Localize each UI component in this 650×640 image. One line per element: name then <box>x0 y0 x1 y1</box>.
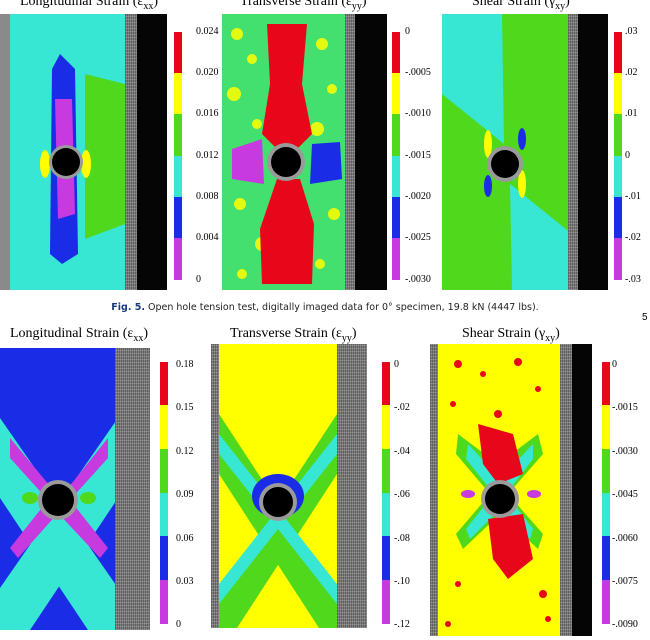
tick-label: 0 <box>612 359 617 370</box>
specimen-edge-bottom-3b <box>560 344 572 636</box>
tick-label: 0.09 <box>176 489 194 500</box>
tick-label: .02 <box>625 67 638 78</box>
black-background-top-2 <box>355 14 387 290</box>
panel-title-longitudinal-top: Longitudinal Strain (εxx) <box>20 0 158 12</box>
tick-label: 0.020 <box>196 67 219 78</box>
strain-field-longitudinal-bottom <box>0 348 118 630</box>
tick-label: .03 <box>625 26 638 37</box>
strain-field-shear-top <box>442 14 572 290</box>
tick-label: -.0025 <box>405 232 431 243</box>
tick-label: -.08 <box>394 533 410 544</box>
tick-label: -.0020 <box>405 191 431 202</box>
panel-title-longitudinal-bottom: Longitudinal Strain (εxx) <box>10 326 148 344</box>
tick-label: -.04 <box>394 446 410 457</box>
black-background-top-3 <box>578 14 608 290</box>
colorbar-longitudinal-bottom <box>160 362 168 624</box>
specimen-edge-bottom-3a <box>430 344 438 636</box>
tick-label: -.0010 <box>405 108 431 119</box>
tick-label: .01 <box>625 108 638 119</box>
colorbar-shear-top <box>614 32 622 280</box>
margin-mark: 5 <box>642 312 648 323</box>
tick-label: -.02 <box>394 402 410 413</box>
tick-label: -.06 <box>394 489 410 500</box>
tick-label: -.03 <box>625 274 641 285</box>
tick-label: -.10 <box>394 576 410 587</box>
tick-label: -.0090 <box>612 619 638 630</box>
specimen-edge-bottom-1 <box>115 348 150 630</box>
tick-label: 0.15 <box>176 402 194 413</box>
tick-label: 0.06 <box>176 533 194 544</box>
tick-label: -.0015 <box>405 150 431 161</box>
specimen-edge-top-1 <box>125 14 137 290</box>
black-background-top-1 <box>137 14 167 290</box>
tick-label: 0 <box>176 619 181 630</box>
tick-label: 0.18 <box>176 359 194 370</box>
black-background-bottom-3 <box>572 344 592 636</box>
tick-label: -.0075 <box>612 576 638 587</box>
tick-label: -.02 <box>625 232 641 243</box>
tick-label: 0.012 <box>196 150 219 161</box>
colorbar-transverse-top <box>392 32 400 280</box>
colorbar-longitudinal-top <box>174 32 182 280</box>
tick-label: 0.03 <box>176 576 194 587</box>
strain-field-transverse-bottom <box>219 344 337 628</box>
tick-label: 0 <box>394 359 399 370</box>
tick-label: -.0005 <box>405 67 431 78</box>
caption-text: Open hole tension test, digitally imaged… <box>148 302 539 313</box>
colorbar-shear-bottom <box>602 362 610 624</box>
tick-label: 0.12 <box>176 446 194 457</box>
figure-label: Fig. 5. <box>111 302 145 313</box>
specimen-edge-bottom-2b <box>337 344 367 628</box>
tick-label: -.0015 <box>612 402 638 413</box>
colorbar-transverse-bottom <box>382 362 390 624</box>
tick-label: -.0045 <box>612 489 638 500</box>
tick-label: 0 <box>625 150 630 161</box>
specimen-edge-top-2 <box>345 14 355 290</box>
tick-label: 0 <box>196 274 201 285</box>
tick-label: 0.008 <box>196 191 219 202</box>
tick-label: 0.016 <box>196 108 219 119</box>
tick-label: -.12 <box>394 619 410 630</box>
tick-label: 0.004 <box>196 232 219 243</box>
tick-label: -.0060 <box>612 533 638 544</box>
tick-label: -.0030 <box>612 446 638 457</box>
panel-title-shear-bottom: Shear Strain (γxy) <box>462 326 560 344</box>
specimen-edge-bottom-2a <box>211 344 219 628</box>
panel-title-transverse-bottom: Transverse Strain (εyy) <box>230 326 357 344</box>
tick-label: 0 <box>405 26 410 37</box>
panel-title-shear-top: Shear Strain (γxy) <box>472 0 570 12</box>
tick-label: -.01 <box>625 191 641 202</box>
panel-title-transverse-top: Transverse Strain (εyy) <box>240 0 367 12</box>
strain-field-shear-bottom <box>438 344 560 636</box>
strain-field-longitudinal-top <box>0 14 138 290</box>
specimen-edge-top-3 <box>568 14 578 290</box>
tick-label: -.0030 <box>405 274 431 285</box>
strain-field-transverse-top <box>222 14 350 290</box>
figure-caption: Fig. 5. Open hole tension test, digitall… <box>0 302 650 313</box>
tick-label: 0.024 <box>196 26 219 37</box>
